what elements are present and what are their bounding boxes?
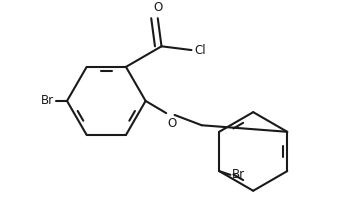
Text: Br: Br — [232, 168, 245, 181]
Text: O: O — [167, 117, 176, 130]
Text: Br: Br — [41, 94, 54, 108]
Text: O: O — [153, 2, 162, 14]
Text: Cl: Cl — [194, 44, 206, 57]
